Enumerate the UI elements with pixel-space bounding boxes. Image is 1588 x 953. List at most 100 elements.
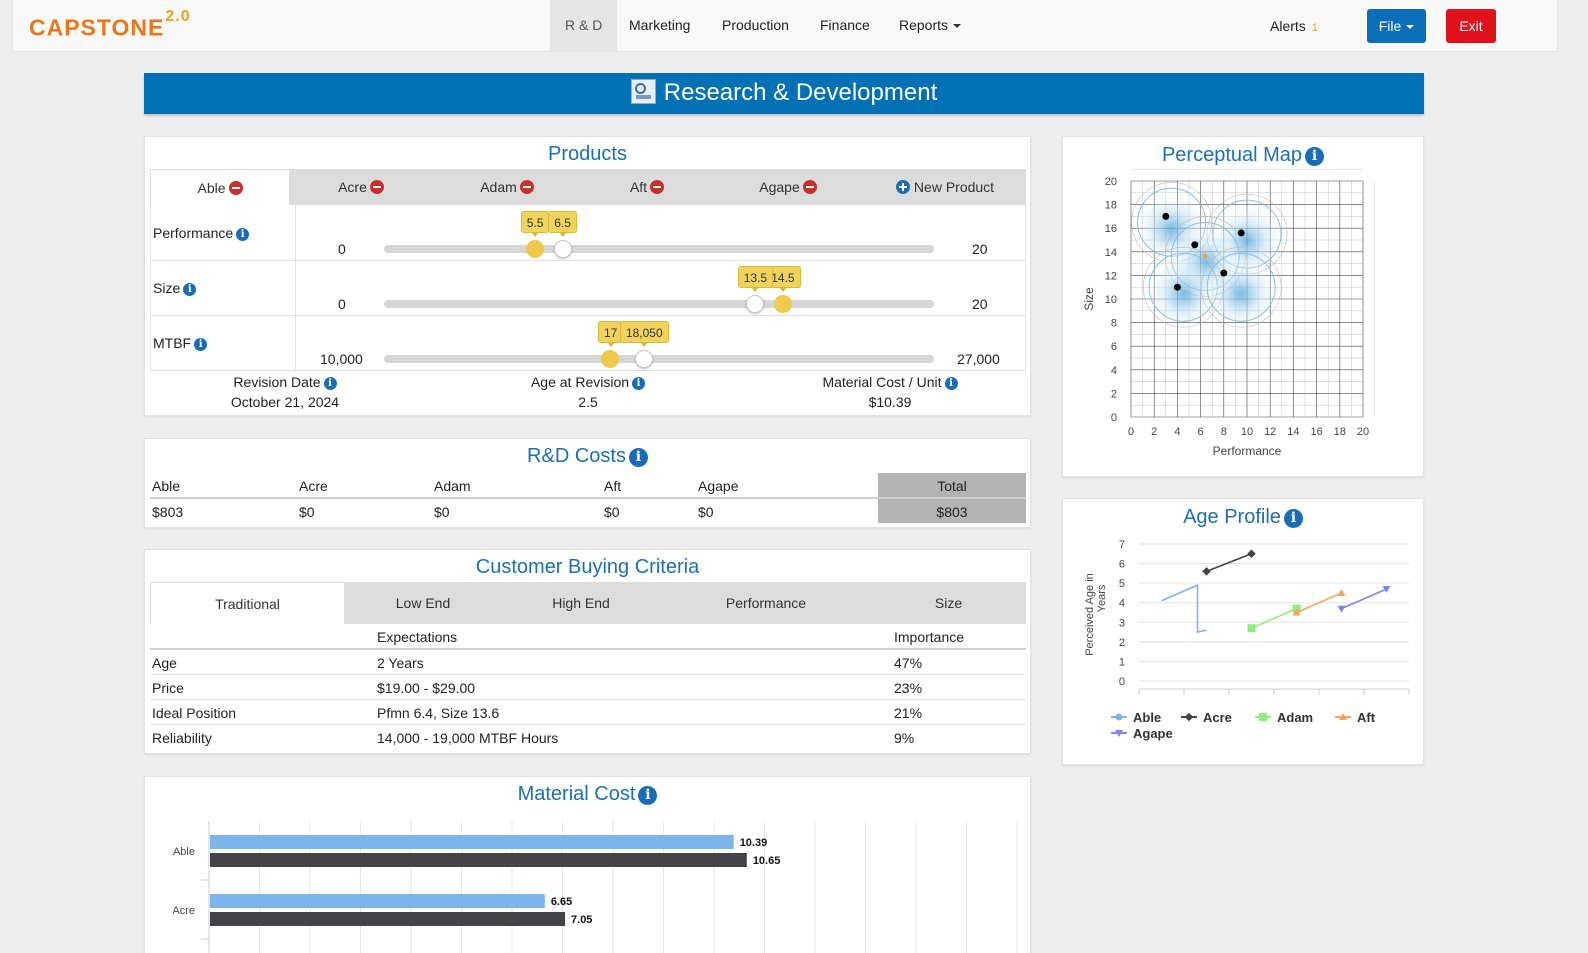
tab-high-end[interactable]: High End (552, 595, 610, 611)
category-label: Acre (172, 905, 195, 917)
x-tick-label: 14 (1287, 426, 1299, 438)
size-previous-marker (773, 295, 792, 313)
rd-value-aft: $0 (604, 504, 620, 520)
products-title: Products (548, 143, 627, 165)
tab-acre[interactable]: Acre (290, 169, 432, 205)
segment-tabs: Traditional Low End High End Performance… (150, 582, 1026, 624)
mtbf-slider-track[interactable] (384, 355, 934, 363)
performance-slider-track[interactable] (384, 245, 934, 253)
revision-date-heading: Revision Date i (185, 374, 385, 390)
tab-agape[interactable]: Agape (712, 169, 864, 205)
size-row-label: Size i (153, 280, 197, 296)
series-marker (1259, 713, 1267, 721)
row-divider (150, 674, 1026, 675)
y-tick-label: 10 (1105, 294, 1117, 306)
x-axis-label: Performance (1213, 444, 1282, 458)
series-marker (1247, 624, 1256, 633)
performance-row-label: Performance i (153, 225, 250, 241)
info-icon[interactable]: i (194, 338, 208, 351)
series-line (1296, 592, 1342, 614)
tab-low-end[interactable]: Low End (395, 595, 451, 611)
products-panel: Products Able Acre Adam Aft Agape New Pr… (144, 136, 1031, 416)
mtbf-slider-handle[interactable] (635, 350, 654, 368)
material-cost-unit-heading: Material Cost / Unit i (780, 374, 1000, 390)
y-tick-label: 6 (1119, 559, 1125, 571)
new-product-tab[interactable]: New Product (864, 169, 1026, 205)
y-tick-label: 5 (1119, 578, 1125, 590)
performance-slider-handle[interactable] (553, 240, 572, 258)
table-border (150, 205, 151, 371)
data-label: 7.05 (571, 914, 592, 926)
info-icon[interactable]: i (183, 283, 197, 296)
exit-button[interactable]: Exit (1446, 9, 1496, 43)
performance-previous-marker (526, 240, 545, 258)
criteria-title: Customer Buying Criteria (475, 556, 700, 578)
size-slider-track[interactable] (384, 300, 934, 308)
nav-rd[interactable]: R & D (550, 0, 618, 51)
rd-header-acre: Acre (299, 478, 328, 494)
legend-label: Aft (1357, 710, 1376, 725)
tab-adam[interactable]: Adam (432, 169, 582, 205)
table-border (150, 260, 1026, 261)
nav-reports-label: Reports (899, 17, 949, 33)
nav-finance[interactable]: Finance (820, 17, 870, 33)
remove-icon[interactable] (519, 180, 534, 194)
header-divider (150, 648, 1026, 650)
remove-icon[interactable] (802, 180, 817, 194)
criteria-reliability-label: Reliability (152, 730, 212, 746)
file-label: File (1378, 18, 1402, 34)
material-cost-chart: Able 10.39 10.65 Acre 6.65 7.05 (172, 821, 1018, 953)
info-icon[interactable]: i (628, 448, 648, 467)
nav-marketing[interactable]: Marketing (629, 17, 691, 33)
chevron-down-icon (953, 24, 962, 29)
y-tick-label: 16 (1105, 223, 1117, 235)
segment-circle (1206, 252, 1276, 322)
remove-icon[interactable] (228, 181, 243, 195)
rd-value-total: $803 (936, 504, 968, 520)
series-marker (1202, 567, 1211, 576)
info-icon[interactable]: i (1305, 147, 1325, 166)
revision-date-value: October 21, 2024 (230, 394, 340, 410)
tab-traditional[interactable]: Traditional (150, 582, 345, 624)
expectations-header: Expectations (377, 629, 458, 645)
file-menu-button[interactable]: File (1367, 9, 1426, 43)
x-tick-label: 20 (1357, 426, 1369, 438)
info-icon[interactable]: i (1283, 509, 1303, 528)
mtbf-min: 10,000 (320, 351, 363, 367)
remove-icon[interactable] (650, 180, 665, 194)
nav-production[interactable]: Production (722, 17, 789, 33)
y-tick-label: 1 (1119, 656, 1125, 668)
size-max: 20 (972, 296, 988, 312)
rd-value-agape: $0 (698, 504, 714, 520)
age-profile-panel: Age Profile i 0 1 2 3 4 5 6 7 Perceived Age in Yea… (1062, 498, 1424, 765)
info-icon[interactable]: i (323, 377, 337, 390)
info-icon[interactable]: i (638, 786, 658, 805)
rd-value-acre: $0 (299, 504, 315, 520)
nav-reports[interactable]: Reports (884, 0, 976, 51)
age-profile-chart: 0 1 2 3 4 5 6 7 Perceived Age in Years Able Acre Ada… (1084, 539, 1410, 741)
tab-performance[interactable]: Performance (725, 595, 807, 611)
info-icon[interactable]: i (632, 377, 646, 390)
info-icon[interactable]: i (236, 228, 250, 241)
criteria-price-label: Price (152, 680, 184, 696)
tab-size[interactable]: Size (934, 595, 963, 611)
info-icon[interactable]: i (944, 377, 958, 390)
size-min: 0 (338, 296, 346, 312)
series-line (1206, 553, 1252, 573)
size-slider-handle[interactable] (746, 295, 765, 313)
remove-icon[interactable] (369, 180, 384, 194)
tab-able[interactable]: Able (150, 169, 290, 205)
perceptual-map-chart: 00 2 2 4 4 6 6 8 8 10 10 12 12 14 14 16 16 18 18 20 20 ✶ Perfo… (1082, 169, 1375, 458)
alerts-link[interactable]: Alerts 1 (1270, 18, 1318, 34)
x-tick-label: 8 (1221, 426, 1227, 438)
series-marker (1115, 730, 1123, 737)
performance-min: 0 (338, 241, 346, 257)
capstone-logo[interactable]: CAPSTONE2.0 (29, 8, 191, 42)
alerts-label: Alerts (1270, 18, 1306, 34)
x-tick-label: 6 (1198, 426, 1204, 438)
criteria-position-importance: 21% (894, 705, 923, 721)
tab-aft[interactable]: Aft (582, 169, 712, 205)
product-point (1162, 212, 1170, 220)
rd-header-aft: Aft (604, 478, 622, 494)
tab-able-label: Able (197, 180, 226, 196)
